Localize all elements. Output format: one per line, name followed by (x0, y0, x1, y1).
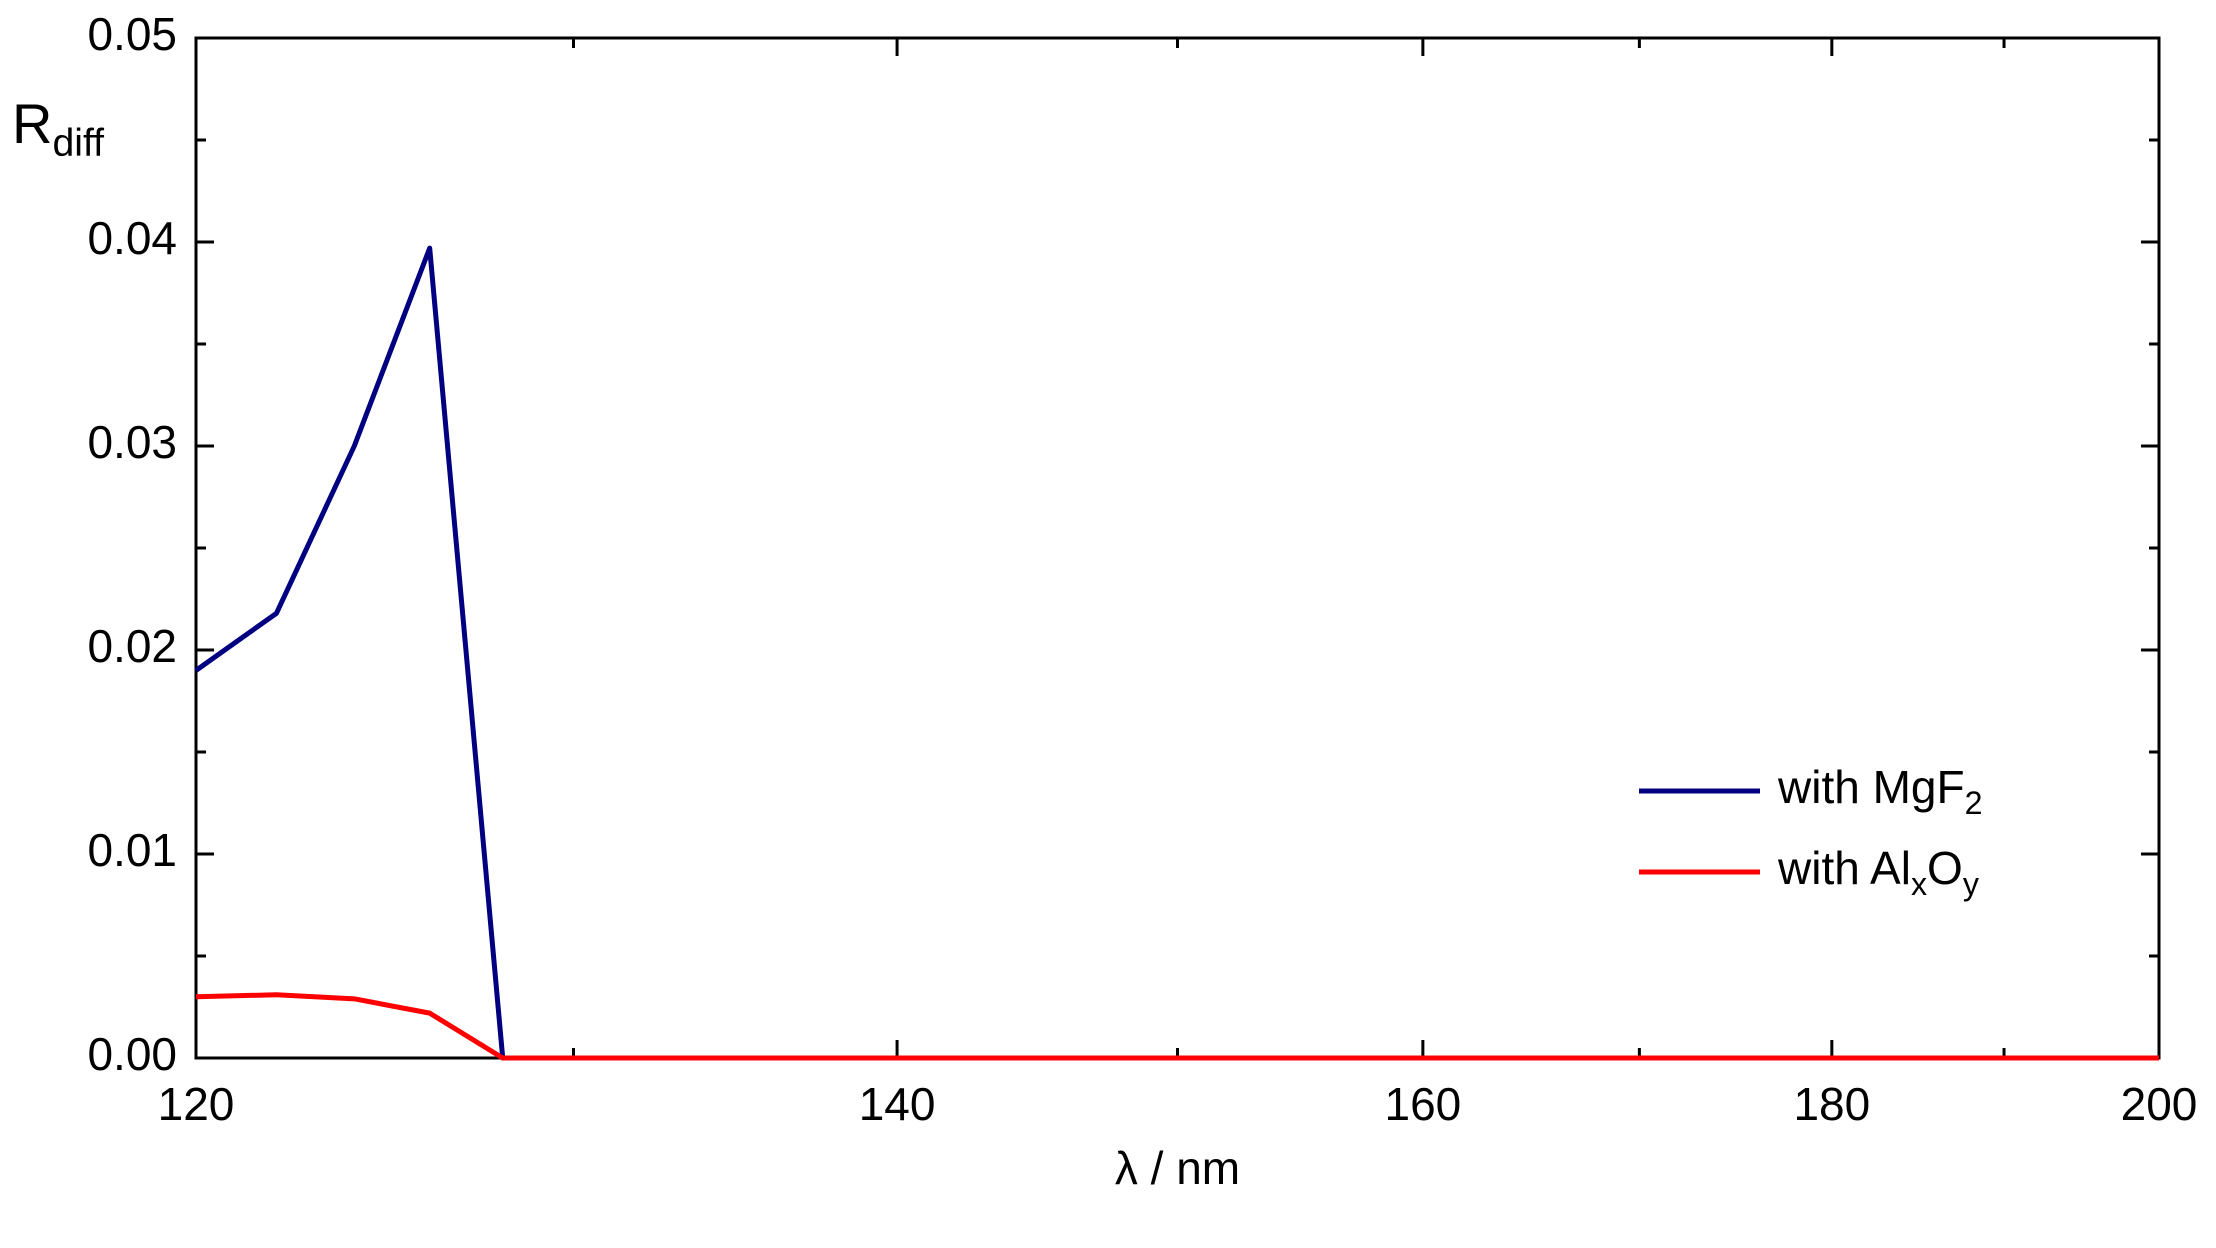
y-axis-label-part: diff (52, 122, 104, 165)
legend-label-part: y (1963, 866, 1980, 902)
legend-label-part: 2 (1965, 785, 1983, 821)
x-tick-label: 200 (2121, 1078, 2198, 1130)
y-axis-label: Rdiff (12, 92, 104, 166)
y-tick-label: 0.04 (87, 212, 177, 264)
y-tick-label: 0.01 (87, 824, 177, 876)
legend-label-part: with Al (1777, 842, 1911, 894)
legend-label: with AlxOy (1777, 842, 1980, 901)
series-line (195, 992, 2159, 1061)
x-tick-label: 180 (1793, 1078, 1870, 1130)
legend-label-part: x (1911, 866, 1927, 902)
y-tick-label: 0.03 (87, 416, 177, 468)
legend-label-part: O (1927, 842, 1963, 894)
x-tick-label: 160 (1385, 1078, 1462, 1130)
series-line (194, 245, 2159, 1061)
legend-label-part: with MgF (1777, 761, 1965, 813)
legend-label: with MgF2 (1777, 761, 1983, 820)
y-tick-label: 0.05 (87, 8, 177, 60)
y-tick-label: 0.02 (87, 620, 177, 672)
y-tick-label: 0.00 (87, 1028, 177, 1080)
x-tick-label: 120 (158, 1078, 235, 1130)
y-axis-label-part: R (12, 92, 52, 155)
x-tick-label: 140 (859, 1078, 936, 1130)
x-axis-label: λ / nm (1115, 1142, 1240, 1194)
